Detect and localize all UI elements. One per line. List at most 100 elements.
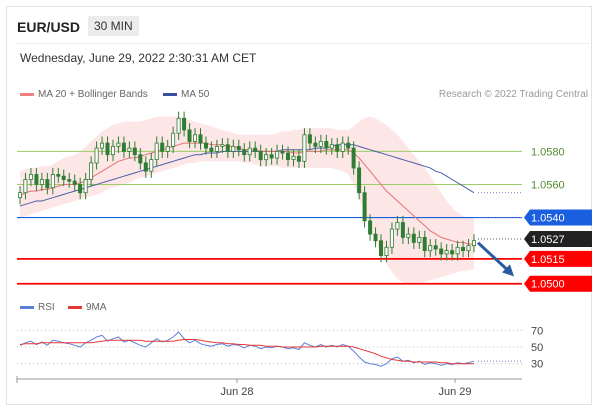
candle-body [171,132,176,147]
forecast-arrow-shaft [476,241,510,272]
candle-body [428,245,433,252]
candle-body [45,179,50,189]
rsi-series-9MA [19,339,474,365]
candle-body [384,246,389,257]
candle-body [149,159,154,172]
candle-body [192,134,197,142]
candle-body [329,144,334,149]
level-label-1.0560: 1.0560 [531,179,565,191]
candle-body [236,145,241,151]
candle-body [83,179,88,194]
candle-body [132,147,137,156]
candle-body [318,140,323,147]
ma50-line [19,144,475,207]
candle-body [94,147,99,164]
forecast-arrowhead [502,264,514,277]
candle-body [368,220,373,235]
candle-body [362,192,367,222]
candle-body [269,154,274,159]
candle-body [89,162,94,180]
last-price-tag [524,231,592,248]
x-tick-label-Jun 28: Jun 28 [220,386,253,398]
support-tag-1.0500 [524,275,592,292]
candle-body [400,222,405,238]
candle-body [285,152,290,160]
candle-body [160,142,165,152]
candle-body [460,246,465,252]
candle-body [231,145,236,152]
candle-body [247,147,252,156]
rsi-tick-30: 30 [531,359,543,371]
ma50-label: MA 50 [181,89,210,100]
candle-body [351,147,356,169]
support-tag-1.0515 [524,250,592,267]
candle-body [176,117,181,134]
candle-body [34,174,39,185]
resistance-label-1.0540: 1.0540 [531,213,565,225]
candle-body [417,236,422,243]
legend-ma20: MA 20 + Bollinger Bands [20,89,148,100]
ma20-label: MA 20 + Bollinger Bands [38,89,148,100]
ma20-line [19,142,474,245]
legend-rsi-ma: 9MA [68,302,107,313]
candle-body [127,147,132,152]
candle-body [471,240,476,247]
rsi-swatch [20,306,34,309]
candle-body [307,134,312,144]
candle-body [242,149,247,156]
symbol-title: EUR/USD [17,19,81,35]
candle-body [214,145,219,152]
support-label-1.0515: 1.0515 [531,254,565,266]
candle-body [28,174,33,180]
candle-body [346,142,351,149]
candle-body [313,142,318,147]
candle-body [275,150,280,159]
candle-body [72,180,77,185]
support-label-1.0500: 1.0500 [531,279,565,291]
candle-body [324,140,329,149]
candle-body [225,144,230,152]
legend-ma50: MA 50 [163,89,209,100]
candle-body [23,179,28,194]
rsi-tick-70: 70 [531,325,543,337]
candle-body [253,147,258,152]
candle-body [378,240,383,256]
candle-body [67,179,72,182]
timestamp: Wednesday, June 29, 2022 2:30:31 AM CET [20,51,257,65]
ma20-swatch [20,93,34,96]
rsi-series-RSI [19,331,475,367]
candle-body [39,179,44,185]
candle-body [450,250,455,255]
rsi-ma-label: 9MA [86,302,107,313]
candle-body [444,250,449,255]
timeframe-badge[interactable]: 30 MIN [88,16,139,36]
candle-body [154,142,159,161]
resistance-tag-1.0540 [524,209,592,226]
candle-body [373,233,378,242]
chart-frame [6,6,592,405]
credit-text: Research © 2022 Trading Central [438,89,588,100]
candle-body [280,150,285,154]
last-price-label: 1.0527 [531,234,565,246]
candle-body [406,233,411,238]
header-divider [17,43,589,44]
candle-body [433,245,438,250]
candle-body [203,142,208,149]
candle-body [389,228,394,248]
rsi-label: RSI [38,302,55,313]
candle-body [395,222,400,230]
candle-body [105,142,110,156]
legend-rsi: RSI [20,302,55,313]
candle-body [165,145,170,152]
candle-body [357,167,362,194]
candle-body [439,248,444,255]
candle-body [138,154,143,164]
candle-body [50,174,55,189]
candle-body [340,142,345,152]
candle-body [466,245,471,252]
candle-body [182,117,187,131]
candle-body [100,142,105,149]
candle-body [209,147,214,152]
candle-body [111,145,116,156]
rsi-tick-50: 50 [531,342,543,354]
